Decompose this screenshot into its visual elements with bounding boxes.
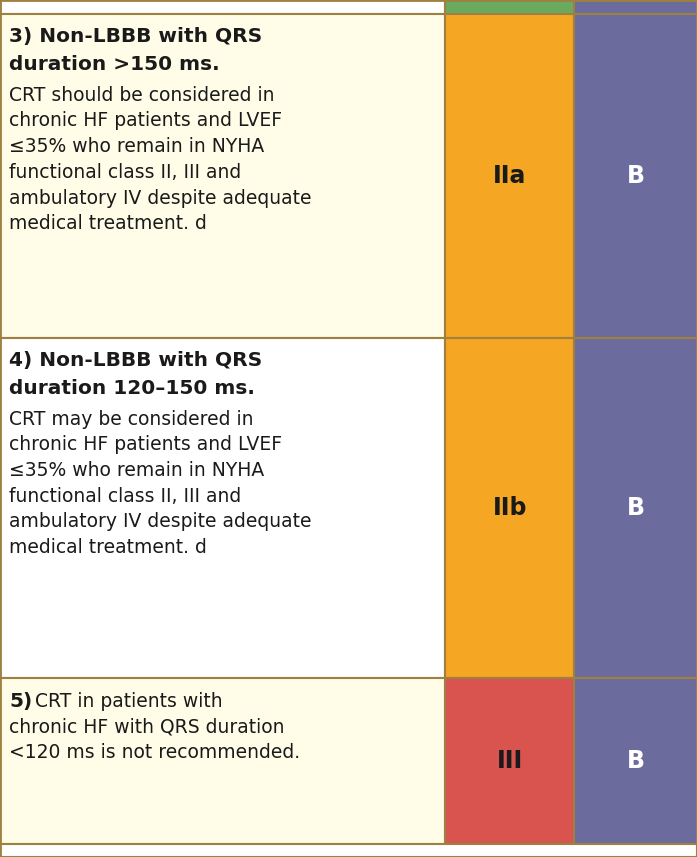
- Bar: [574, 0, 697, 14]
- Text: duration >150 ms.: duration >150 ms.: [9, 55, 220, 74]
- Bar: [0, 0, 445, 14]
- Text: 3) Non-LBBB with QRS: 3) Non-LBBB with QRS: [9, 27, 262, 46]
- Text: IIb: IIb: [493, 496, 527, 520]
- Text: medical treatment. d: medical treatment. d: [9, 538, 207, 557]
- Text: ambulatory IV despite adequate: ambulatory IV despite adequate: [9, 189, 312, 207]
- Text: functional class II, III and: functional class II, III and: [9, 487, 241, 506]
- Text: CRT in patients with: CRT in patients with: [29, 692, 222, 711]
- Text: CRT may be considered in: CRT may be considered in: [9, 410, 254, 428]
- Text: B: B: [627, 164, 645, 188]
- Text: 4) Non-LBBB with QRS: 4) Non-LBBB with QRS: [9, 351, 262, 370]
- Text: medical treatment. d: medical treatment. d: [9, 214, 207, 233]
- Bar: [0, 338, 445, 678]
- Text: chronic HF patients and LVEF: chronic HF patients and LVEF: [9, 111, 282, 130]
- Text: IIa: IIa: [493, 164, 526, 188]
- Text: <120 ms is not recommended.: <120 ms is not recommended.: [9, 743, 300, 763]
- Bar: [445, 678, 574, 843]
- Text: ambulatory IV despite adequate: ambulatory IV despite adequate: [9, 512, 312, 531]
- Bar: [0, 14, 445, 338]
- Bar: [0, 843, 697, 857]
- Text: chronic HF with QRS duration: chronic HF with QRS duration: [9, 717, 284, 737]
- Bar: [0, 678, 445, 843]
- Bar: [445, 14, 574, 338]
- Bar: [574, 678, 697, 843]
- Text: chronic HF patients and LVEF: chronic HF patients and LVEF: [9, 435, 282, 454]
- Text: III: III: [497, 749, 523, 773]
- Text: 5): 5): [9, 692, 32, 711]
- Text: ≤35% who remain in NYHA: ≤35% who remain in NYHA: [9, 461, 264, 480]
- Text: CRT should be considered in: CRT should be considered in: [9, 86, 275, 105]
- Bar: [574, 338, 697, 678]
- Bar: [574, 14, 697, 338]
- Text: B: B: [627, 749, 645, 773]
- Text: ≤35% who remain in NYHA: ≤35% who remain in NYHA: [9, 137, 264, 156]
- Text: duration 120–150 ms.: duration 120–150 ms.: [9, 379, 255, 398]
- Bar: [445, 0, 574, 14]
- Text: B: B: [627, 496, 645, 520]
- Text: functional class II, III and: functional class II, III and: [9, 163, 241, 182]
- Bar: [445, 338, 574, 678]
